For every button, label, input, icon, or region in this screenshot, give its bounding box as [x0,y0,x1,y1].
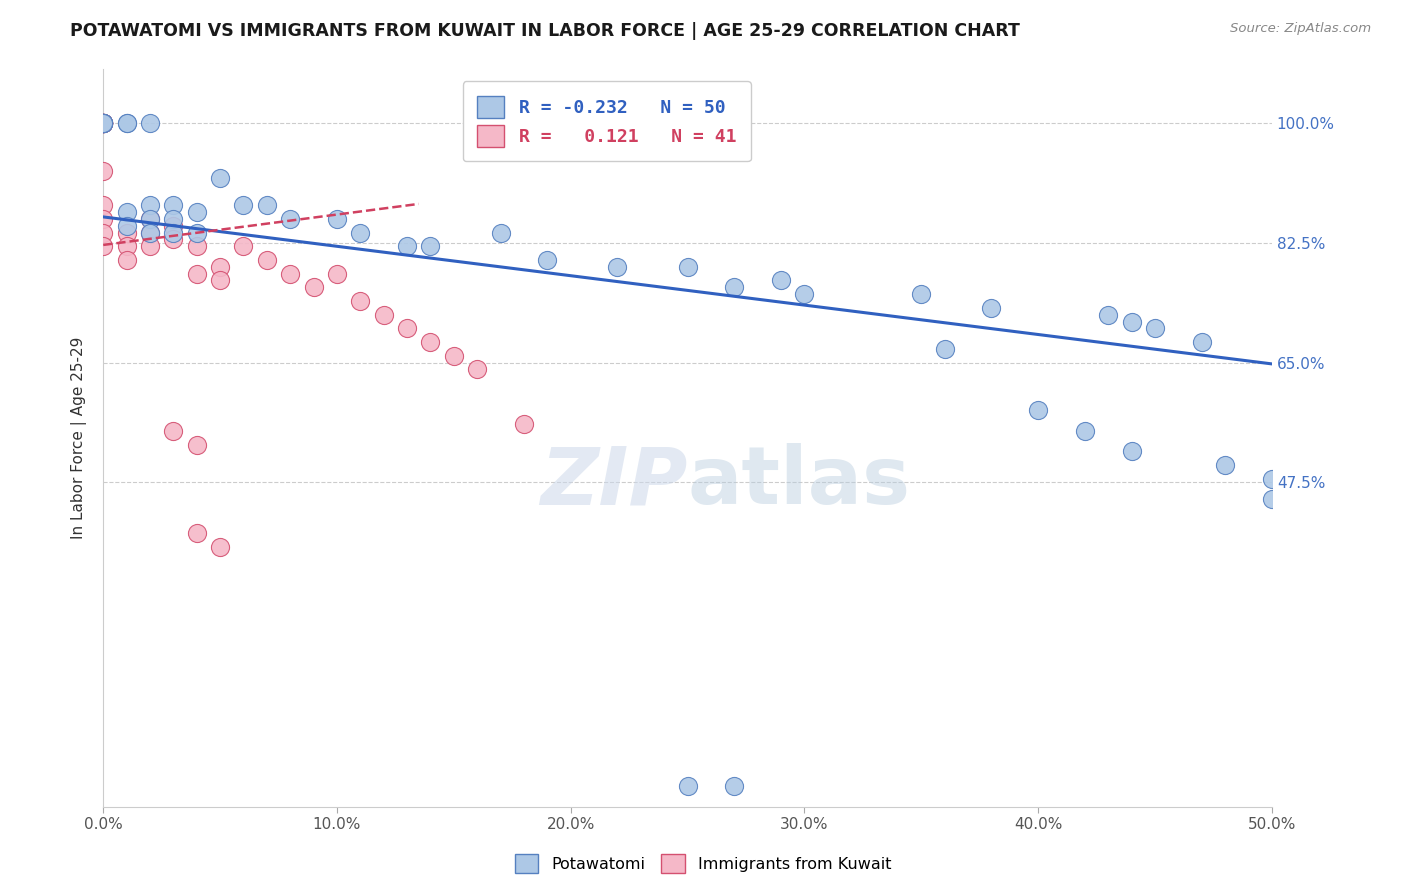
Point [186,226,208,240]
Point [1191,334,1213,349]
Point [1097,308,1119,322]
Point [186,239,208,253]
Point [162,226,184,240]
Point [91,164,114,178]
Point [349,226,371,240]
Point [209,260,232,274]
Text: atlas: atlas [688,443,911,521]
Point [91,116,114,130]
Legend: R = -0.232   N = 50, R =   0.121   N = 41: R = -0.232 N = 50, R = 0.121 N = 41 [463,81,751,161]
Point [91,116,114,130]
Point [91,116,114,130]
Point [91,116,114,130]
Point [186,267,208,281]
Point [91,116,114,130]
Point [91,116,114,130]
Point [186,526,208,541]
Point [443,349,465,363]
Point [326,211,349,226]
Point [162,424,184,438]
Point [1261,492,1284,507]
Point [186,437,208,451]
Legend: Potawatomi, Immigrants from Kuwait: Potawatomi, Immigrants from Kuwait [508,847,898,880]
Point [676,260,699,274]
Point [115,252,138,267]
Point [326,267,349,281]
Point [115,205,138,219]
Point [115,219,138,233]
Point [793,287,815,301]
Point [91,116,114,130]
Point [91,116,114,130]
Point [489,226,512,240]
Point [396,239,419,253]
Point [910,287,932,301]
Point [91,226,114,240]
Point [1026,403,1049,417]
Point [186,205,208,219]
Point [536,252,558,267]
Point [419,239,441,253]
Point [256,252,278,267]
Point [232,239,254,253]
Point [1144,321,1167,335]
Point [770,273,793,287]
Point [723,280,745,294]
Point [139,198,162,212]
Point [1121,444,1143,458]
Point [139,211,162,226]
Point [115,226,138,240]
Point [139,226,162,240]
Point [723,780,745,794]
Point [1121,314,1143,328]
Point [606,260,628,274]
Point [1213,458,1236,472]
Point [373,308,395,322]
Point [91,239,114,253]
Text: ZIP: ZIP [540,443,688,521]
Point [278,267,301,281]
Point [91,116,114,130]
Point [91,116,114,130]
Point [91,116,114,130]
Point [349,293,371,308]
Point [232,198,254,212]
Point [209,273,232,287]
Point [934,342,956,356]
Point [91,116,114,130]
Point [278,211,301,226]
Point [209,540,232,554]
Point [162,198,184,212]
Point [162,211,184,226]
Point [209,170,232,185]
Point [513,417,536,431]
Y-axis label: In Labor Force | Age 25-29: In Labor Force | Age 25-29 [72,336,87,539]
Point [91,198,114,212]
Point [91,116,114,130]
Point [419,334,441,349]
Point [302,280,325,294]
Point [115,116,138,130]
Point [139,226,162,240]
Point [256,198,278,212]
Point [115,116,138,130]
Point [162,232,184,246]
Point [139,239,162,253]
Point [139,116,162,130]
Point [465,362,488,376]
Point [91,211,114,226]
Text: POTAWATOMI VS IMMIGRANTS FROM KUWAIT IN LABOR FORCE | AGE 25-29 CORRELATION CHAR: POTAWATOMI VS IMMIGRANTS FROM KUWAIT IN … [70,22,1021,40]
Point [91,116,114,130]
Point [980,301,1002,315]
Point [162,219,184,233]
Text: Source: ZipAtlas.com: Source: ZipAtlas.com [1230,22,1371,36]
Point [676,780,699,794]
Point [396,321,419,335]
Point [91,116,114,130]
Point [139,211,162,226]
Point [1261,472,1284,486]
Point [1074,424,1097,438]
Point [115,239,138,253]
